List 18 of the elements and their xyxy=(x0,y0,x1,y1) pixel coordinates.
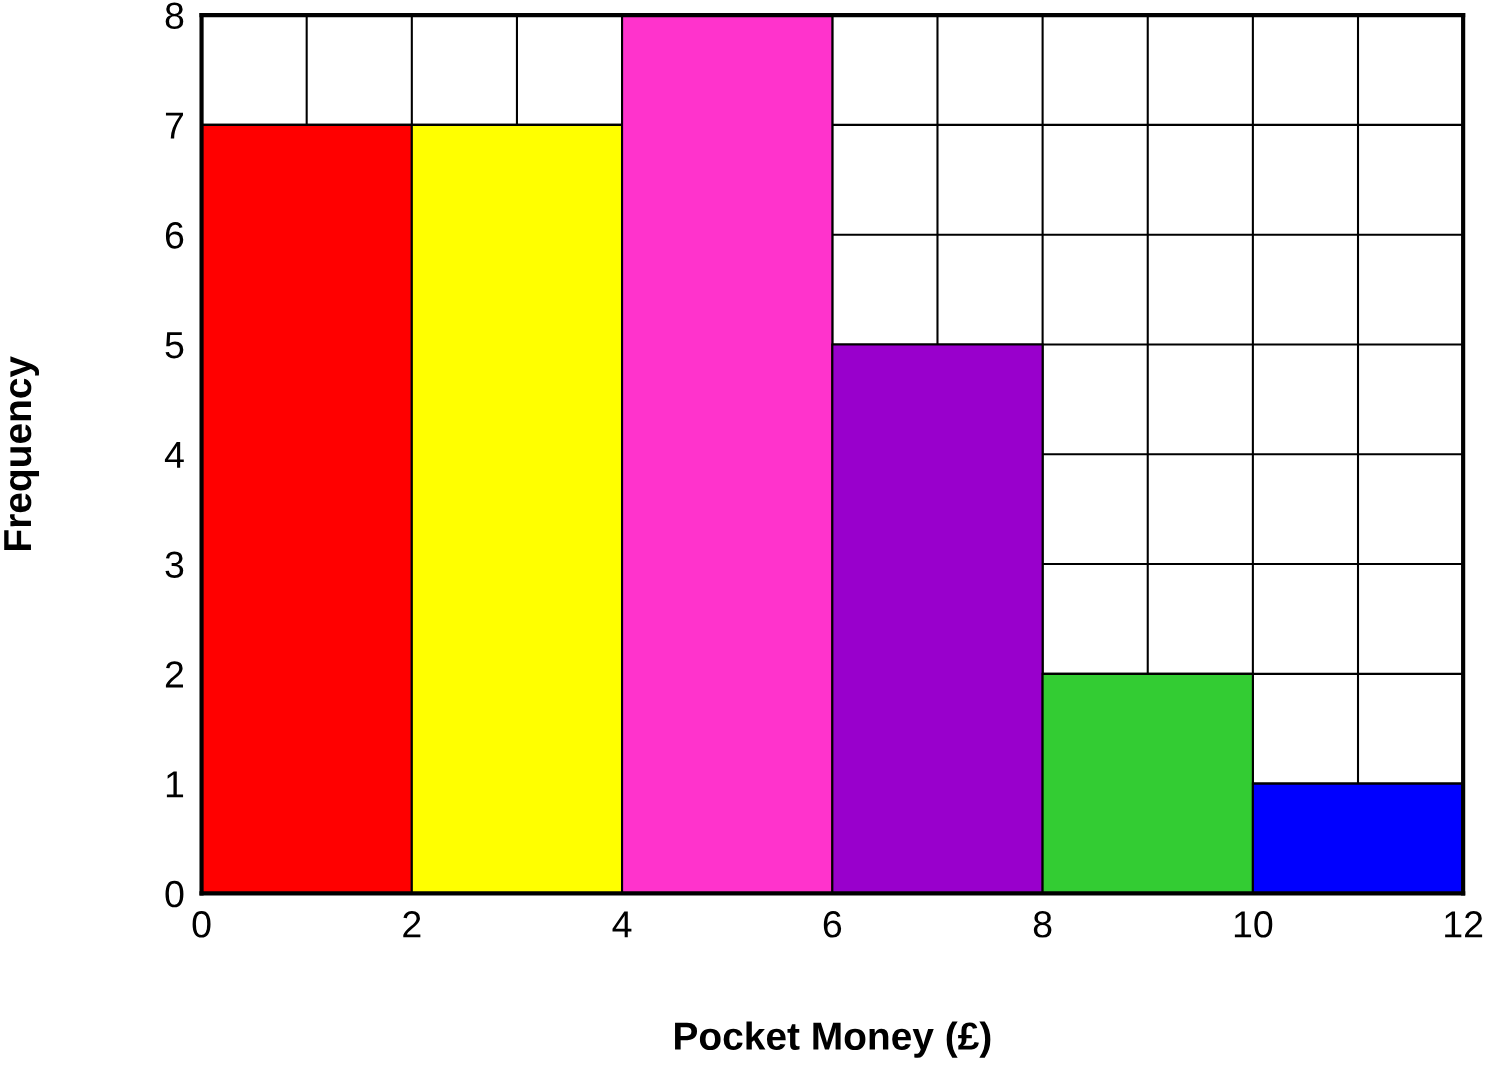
x-tick-label: 2 xyxy=(403,911,421,938)
x-tick-label: 6 xyxy=(823,911,842,938)
x-tick-label: 4 xyxy=(612,911,632,938)
y-tick-label: 1 xyxy=(166,771,184,798)
y-tick-label: 3 xyxy=(165,551,184,578)
y-tick-label: 8 xyxy=(165,2,184,30)
y-tick-label: 5 xyxy=(165,332,184,359)
x-tick-label: 8 xyxy=(1033,911,1052,938)
x-axis-title: Pocket Money (£) xyxy=(675,1021,991,1058)
y-tick-label: 7 xyxy=(165,112,184,139)
y-axis-title: Frequency xyxy=(4,356,40,550)
y-tick-label: 6 xyxy=(165,222,184,249)
x-tick-label: 12 xyxy=(1445,911,1483,938)
y-tick-label: 2 xyxy=(165,661,184,688)
y-tick-label: 0 xyxy=(165,880,184,908)
y-tick-label: 4 xyxy=(164,442,184,468)
x-tick-label: 0 xyxy=(192,911,211,938)
x-tick-label: 10 xyxy=(1234,911,1273,938)
